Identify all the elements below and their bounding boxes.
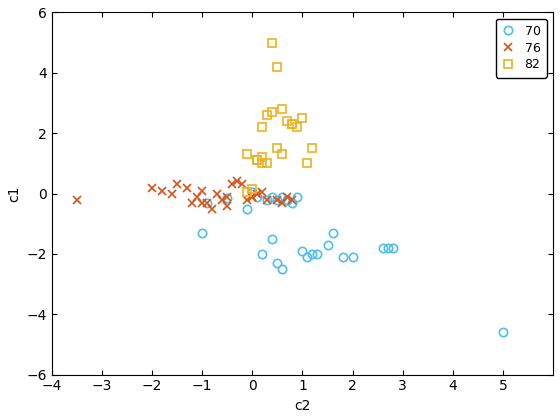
- X-axis label: c2: c2: [294, 399, 311, 413]
- 70: [304, 255, 311, 260]
- 76: [229, 182, 236, 187]
- 70: [284, 197, 291, 202]
- 82: [289, 122, 296, 127]
- Y-axis label: c1: c1: [7, 185, 21, 202]
- 82: [264, 113, 270, 118]
- 76: [184, 185, 190, 190]
- 76: [249, 194, 256, 199]
- 76: [204, 200, 211, 205]
- 70: [274, 197, 281, 202]
- 76: [289, 197, 296, 202]
- 76: [274, 197, 281, 202]
- 76: [284, 194, 291, 199]
- 70: [329, 230, 336, 235]
- 70: [299, 248, 306, 253]
- 76: [174, 182, 180, 187]
- 82: [244, 189, 251, 194]
- 82: [284, 118, 291, 123]
- 76: [239, 182, 246, 187]
- 70: [199, 230, 206, 235]
- 82: [269, 40, 276, 45]
- 70: [279, 266, 286, 271]
- 70: [324, 242, 331, 247]
- 76: [234, 179, 241, 184]
- Legend: 70, 76, 82: 70, 76, 82: [496, 19, 547, 78]
- 76: [199, 200, 206, 205]
- 76: [249, 194, 256, 199]
- 70: [294, 194, 301, 199]
- 70: [204, 200, 211, 205]
- 70: [289, 200, 296, 205]
- 76: [209, 206, 216, 211]
- 70: [244, 206, 251, 211]
- 82: [259, 125, 266, 130]
- 82: [304, 161, 311, 166]
- 70: [269, 194, 276, 199]
- 70: [269, 236, 276, 241]
- 82: [269, 110, 276, 115]
- 76: [224, 203, 231, 208]
- 82: [244, 152, 251, 157]
- 82: [279, 107, 286, 112]
- 76: [219, 197, 226, 202]
- 76: [279, 200, 286, 205]
- 82: [254, 158, 261, 163]
- 70: [309, 252, 316, 257]
- 76: [244, 197, 251, 202]
- 70: [249, 189, 256, 194]
- 76: [73, 197, 80, 202]
- 82: [289, 122, 296, 127]
- 70: [379, 245, 386, 250]
- 70: [284, 197, 291, 202]
- 82: [299, 116, 306, 121]
- 70: [254, 194, 261, 199]
- 70: [384, 245, 391, 250]
- 76: [214, 191, 221, 196]
- 70: [314, 252, 321, 257]
- 82: [294, 125, 301, 130]
- 70: [389, 245, 396, 250]
- 76: [199, 188, 206, 193]
- 76: [259, 189, 266, 194]
- 82: [254, 158, 261, 163]
- 82: [249, 186, 256, 192]
- 82: [264, 161, 270, 166]
- 70: [349, 255, 356, 260]
- 70: [500, 330, 506, 335]
- 82: [274, 64, 281, 69]
- 70: [264, 197, 270, 202]
- 70: [259, 252, 266, 257]
- Line: 76: 76: [73, 177, 297, 213]
- 70: [224, 196, 231, 201]
- 82: [279, 152, 286, 157]
- 76: [264, 197, 270, 202]
- 70: [339, 255, 346, 260]
- 70: [279, 194, 286, 199]
- 82: [274, 146, 281, 151]
- 82: [309, 146, 316, 151]
- 76: [194, 194, 200, 199]
- Line: 70: 70: [198, 188, 507, 336]
- 76: [149, 185, 156, 190]
- 76: [189, 200, 195, 205]
- 76: [169, 191, 175, 196]
- 82: [259, 161, 266, 166]
- 76: [224, 194, 231, 199]
- 76: [159, 188, 166, 193]
- 76: [254, 191, 261, 196]
- 82: [259, 155, 266, 160]
- 70: [274, 260, 281, 265]
- Line: 82: 82: [243, 39, 316, 196]
